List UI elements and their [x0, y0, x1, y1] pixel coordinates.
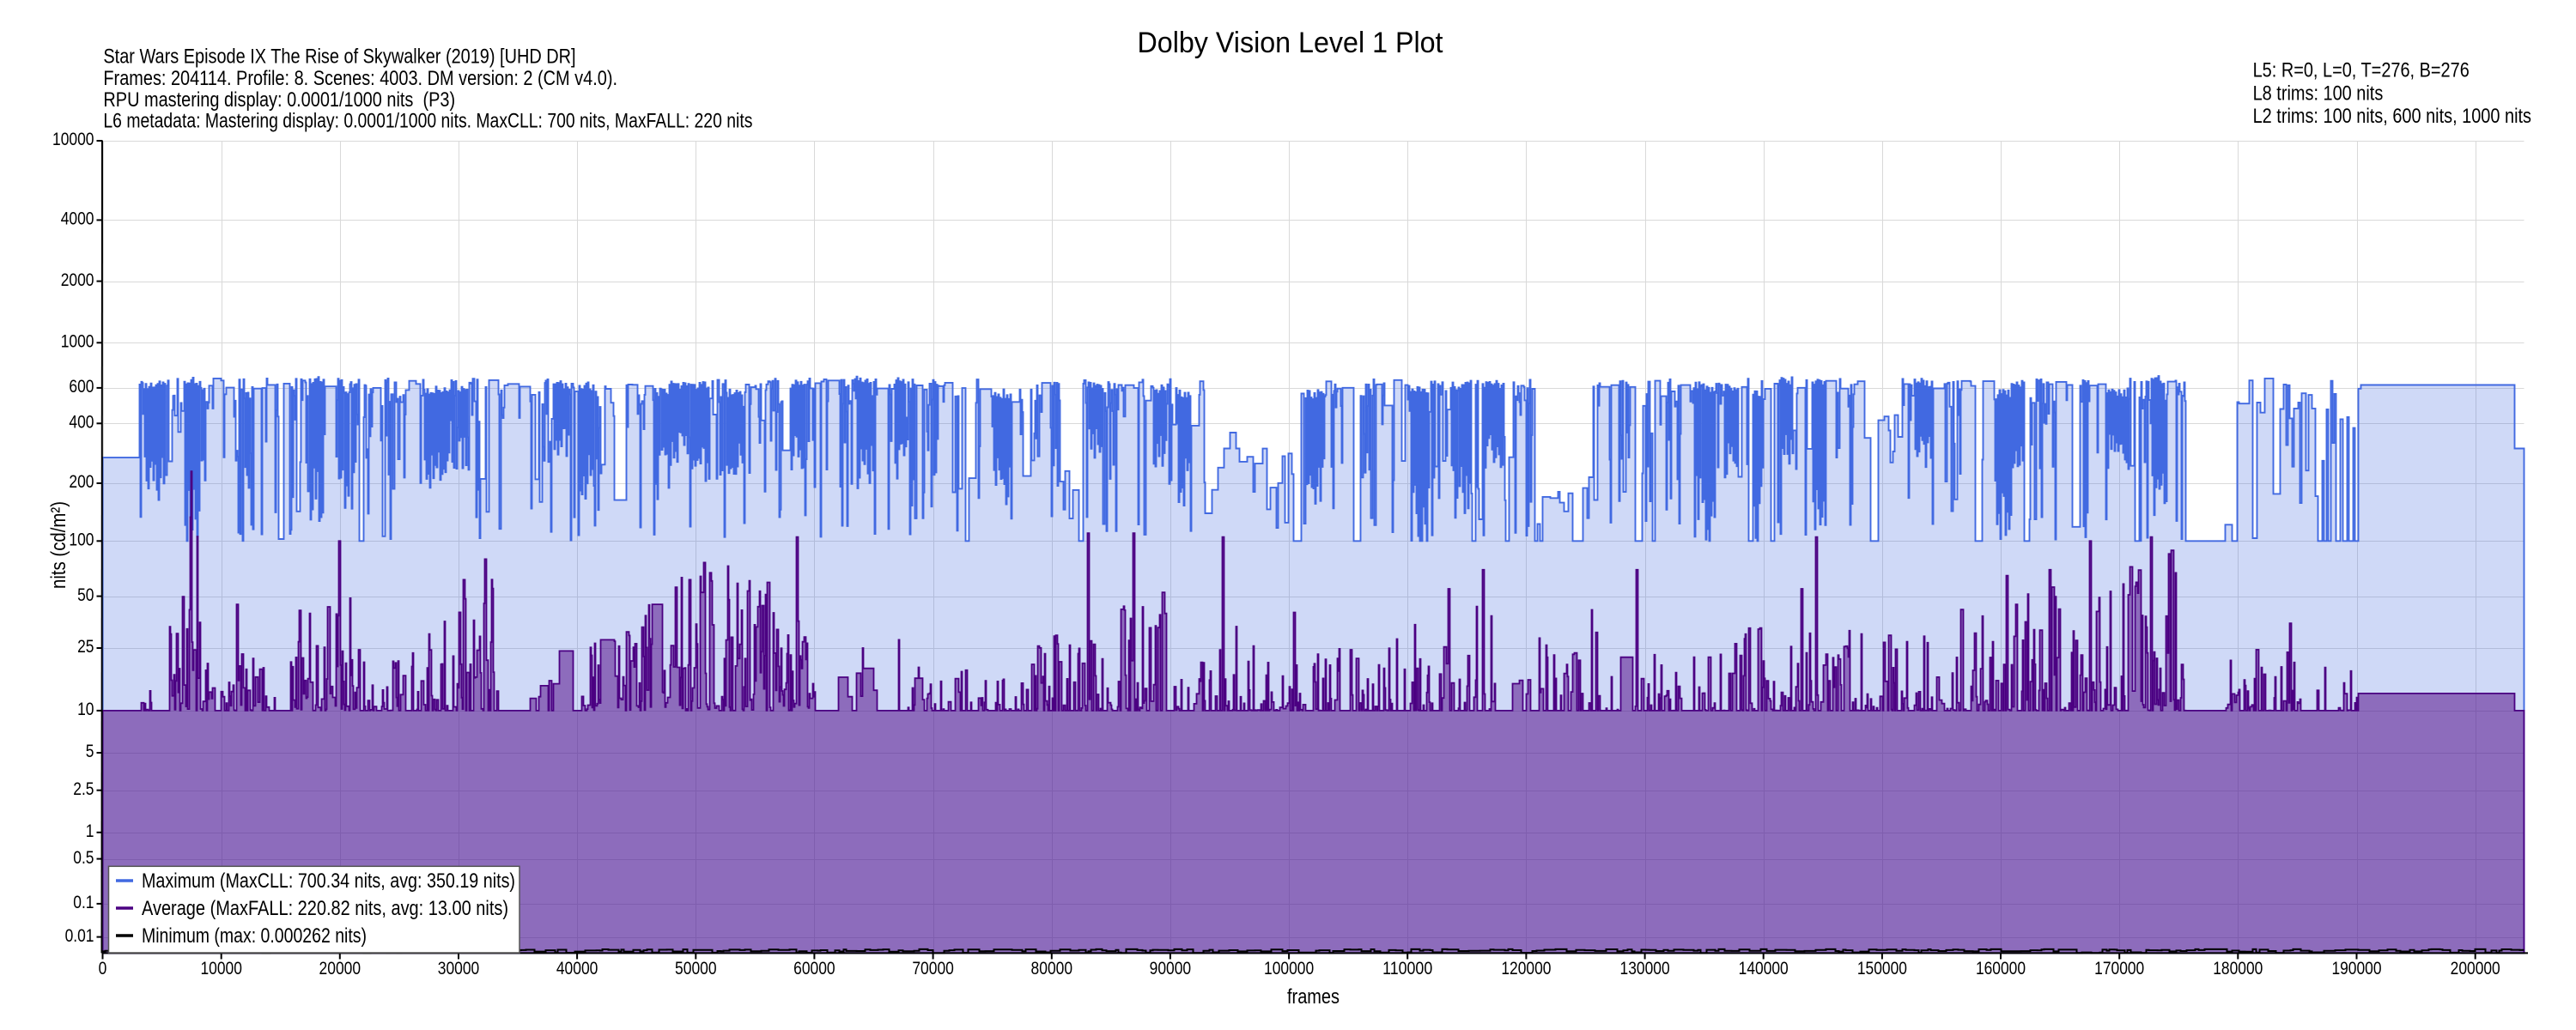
svg-text:110000: 110000 — [1382, 959, 1432, 978]
svg-text:Maximum (MaxCLL: 700.34 nits,: Maximum (MaxCLL: 700.34 nits, avg: 350.1… — [142, 869, 515, 893]
svg-text:Dolby Vision Level 1 Plot: Dolby Vision Level 1 Plot — [1138, 27, 1444, 59]
svg-text:60000: 60000 — [793, 959, 835, 978]
svg-text:RPU mastering display: 0.0001/: RPU mastering display: 0.0001/1000 nits … — [103, 88, 455, 112]
svg-text:400: 400 — [69, 413, 94, 433]
svg-text:L8 trims: 100 nits: L8 trims: 100 nits — [2253, 82, 2384, 106]
svg-text:20000: 20000 — [319, 959, 361, 978]
svg-text:nits (cd/m²): nits (cd/m²) — [47, 501, 70, 589]
svg-text:50000: 50000 — [675, 959, 717, 978]
svg-text:L6 metadata: Mastering display: L6 metadata: Mastering display: 0.0001/1… — [103, 110, 752, 133]
svg-text:L5: R=0, L=0, T=276, B=276: L5: R=0, L=0, T=276, B=276 — [2253, 59, 2470, 82]
svg-text:600: 600 — [69, 377, 94, 397]
svg-text:130000: 130000 — [1620, 959, 1670, 978]
svg-text:1: 1 — [86, 821, 94, 841]
svg-text:170000: 170000 — [2094, 959, 2144, 978]
svg-text:200000: 200000 — [2451, 959, 2500, 978]
svg-text:100: 100 — [69, 530, 94, 550]
svg-text:10: 10 — [77, 700, 94, 719]
svg-text:50: 50 — [77, 585, 94, 605]
svg-text:100000: 100000 — [1264, 959, 1314, 978]
svg-text:0.1: 0.1 — [73, 893, 94, 912]
svg-text:140000: 140000 — [1739, 959, 1789, 978]
svg-text:25: 25 — [77, 637, 94, 657]
svg-text:120000: 120000 — [1501, 959, 1551, 978]
svg-text:frames: frames — [1287, 985, 1340, 1009]
svg-text:30000: 30000 — [438, 959, 480, 978]
svg-text:Frames: 204114. Profile: 8. Sc: Frames: 204114. Profile: 8. Scenes: 4003… — [103, 67, 617, 90]
svg-text:10000: 10000 — [200, 959, 242, 978]
svg-text:4000: 4000 — [61, 209, 94, 229]
svg-text:80000: 80000 — [1031, 959, 1073, 978]
svg-text:2000: 2000 — [61, 270, 94, 290]
svg-text:0.01: 0.01 — [65, 926, 94, 946]
svg-text:0.5: 0.5 — [73, 848, 94, 868]
svg-text:40000: 40000 — [556, 959, 598, 978]
svg-text:150000: 150000 — [1857, 959, 1907, 978]
svg-text:L2 trims: 100 nits, 600 nits,: L2 trims: 100 nits, 600 nits, 1000 nits — [2253, 105, 2531, 128]
svg-text:2.5: 2.5 — [73, 779, 94, 799]
svg-text:90000: 90000 — [1150, 959, 1192, 978]
svg-text:Average (MaxFALL: 220.82 nits,: Average (MaxFALL: 220.82 nits, avg: 13.0… — [142, 897, 508, 920]
svg-text:180000: 180000 — [2213, 959, 2263, 978]
svg-text:200: 200 — [69, 472, 94, 492]
svg-text:Minimum (max: 0.000262 nits): Minimum (max: 0.000262 nits) — [142, 924, 367, 948]
svg-text:1000: 1000 — [61, 332, 94, 352]
svg-text:0: 0 — [99, 959, 107, 978]
svg-text:10000: 10000 — [52, 130, 94, 149]
svg-text:5: 5 — [86, 742, 94, 761]
svg-text:190000: 190000 — [2331, 959, 2381, 978]
svg-text:160000: 160000 — [1976, 959, 2026, 978]
svg-text:Star Wars Episode IX The Rise: Star Wars Episode IX The Rise of Skywalk… — [103, 45, 575, 69]
svg-text:70000: 70000 — [912, 959, 954, 978]
